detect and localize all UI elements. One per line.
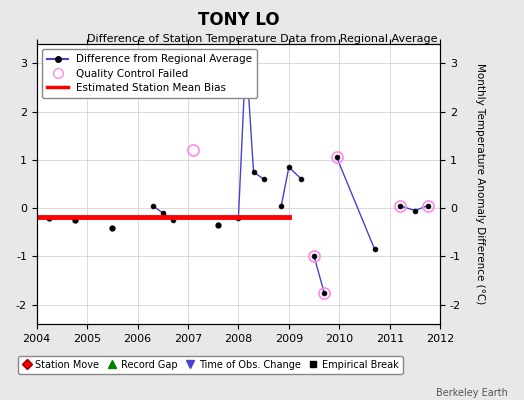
Title: TONY LO: TONY LO [198,10,279,28]
Legend: Station Move, Record Gap, Time of Obs. Change, Empirical Break: Station Move, Record Gap, Time of Obs. C… [18,356,402,374]
Y-axis label: Monthly Temperature Anomaly Difference (°C): Monthly Temperature Anomaly Difference (… [475,63,485,305]
Text: Difference of Station Temperature Data from Regional Average: Difference of Station Temperature Data f… [87,34,437,44]
Text: Berkeley Earth: Berkeley Earth [436,388,508,398]
